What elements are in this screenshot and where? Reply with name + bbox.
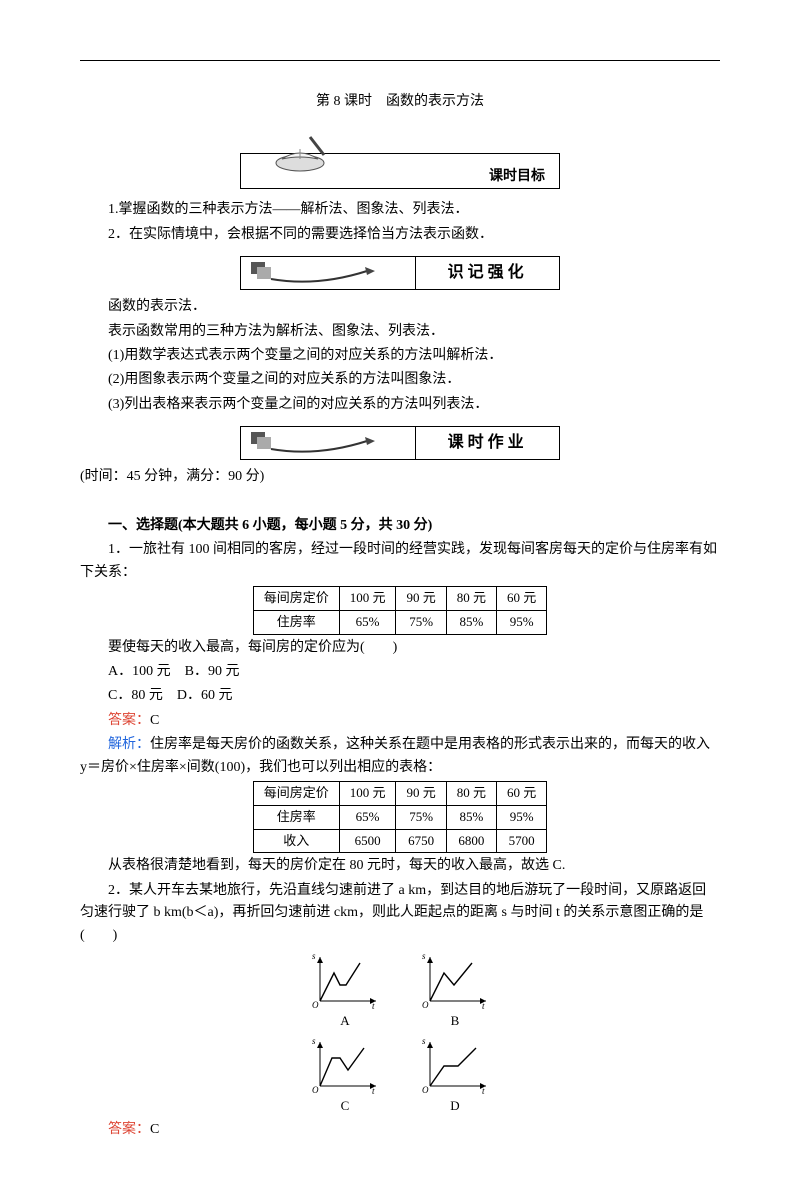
table-row: 收入 6500 6750 6800 5700: [253, 829, 547, 853]
q1-table: 每间房定价 100 元 90 元 80 元 60 元 住房率 65% 75% 8…: [253, 586, 548, 635]
svg-text:t: t: [372, 1001, 375, 1009]
svg-text:t: t: [372, 1086, 375, 1094]
q1-stem2: 要使每天的收入最高，每间房的定价应为( ): [80, 637, 720, 659]
table-row: 每间房定价 100 元 90 元 80 元 60 元: [253, 587, 547, 611]
graph-label-d: D: [420, 1096, 490, 1117]
q1-answer: C: [150, 713, 159, 728]
q2-stem: 2．某人开车去某地旅行，先沿直线匀速前进了 a km，到达目的地后游玩了一段时间…: [80, 880, 720, 947]
cell: 95%: [497, 610, 547, 634]
timing: (时间：45 分钟，满分：90 分): [80, 466, 720, 488]
homework-banner-label: 课时作业: [416, 426, 560, 460]
top-rule: [80, 60, 720, 61]
memo-2: (1)用数学表达式表示两个变量之间的对应关系的方法叫解析法．: [80, 345, 720, 367]
goal-2: 2．在实际情境中，会根据不同的需要选择恰当方法表示函数．: [80, 224, 720, 246]
q1-answer-line: 答案：C: [80, 710, 720, 732]
graph-c: s t O C: [310, 1038, 380, 1117]
0graph-b: s t O B: [420, 953, 490, 1032]
page-title: 第 8 课时 函数的表示方法: [80, 91, 720, 113]
q2-answer-line: 答案：C: [80, 1119, 720, 1141]
q1-table2: 每间房定价 100 元 90 元 80 元 60 元 住房率 65% 75% 8…: [253, 781, 548, 853]
book-pen-icon: [270, 133, 340, 173]
table-row: 每间房定价 100 元 90 元 80 元 60 元: [253, 782, 547, 806]
q2-answer: C: [150, 1122, 159, 1137]
q1-opt-cd: C．80 元 D．60 元: [80, 685, 720, 707]
analysis-label: 解析：: [108, 737, 150, 752]
memo-banner-label: 识记强化: [416, 256, 560, 290]
graph-label-c: C: [310, 1096, 380, 1117]
cell: 6800: [446, 829, 496, 853]
graph-label-a: A: [310, 1011, 380, 1032]
homework-banner: 课时作业: [240, 426, 560, 460]
q1-analysis-text1: 住房率是每天房价的函数关系，这种关系在题中是用表格的形式表示出来的，而每天的收入…: [80, 737, 710, 774]
svg-text:s: s: [422, 953, 426, 961]
graph-label-b: B: [420, 1011, 490, 1032]
answer-label: 答案：: [108, 1122, 150, 1137]
homework-banner-icon-box: [240, 426, 416, 460]
cell: 6750: [396, 829, 446, 853]
table-row: 住房率 65% 75% 85% 95%: [253, 610, 547, 634]
graph-d: s t O D: [420, 1038, 490, 1117]
cell: 100 元: [339, 587, 396, 611]
cell: 80 元: [446, 782, 496, 806]
cell: 60 元: [497, 587, 547, 611]
cell: 60 元: [497, 782, 547, 806]
svg-text:O: O: [312, 1085, 319, 1094]
memo-0: 函数的表示法．: [80, 296, 720, 318]
cell: 收入: [253, 829, 339, 853]
cell: 每间房定价: [253, 587, 339, 611]
cell: 75%: [396, 805, 446, 829]
cell: 85%: [446, 805, 496, 829]
svg-text:s: s: [312, 953, 316, 961]
cell: 6500: [339, 829, 396, 853]
q1-analysis-1: 解析：住房率是每天房价的函数关系，这种关系在题中是用表格的形式表示出来的，而每天…: [80, 734, 720, 779]
cell: 住房率: [253, 805, 339, 829]
memo-1: 表示函数常用的三种方法为解析法、图象法、列表法．: [80, 321, 720, 343]
svg-text:O: O: [422, 1000, 429, 1009]
cell: 5700: [497, 829, 547, 853]
svg-text:O: O: [312, 1000, 319, 1009]
table-row: 住房率 65% 75% 85% 95%: [253, 805, 547, 829]
q1-opt-ab: A．100 元 B．90 元: [80, 661, 720, 683]
cell: 80 元: [446, 587, 496, 611]
cell: 100 元: [339, 782, 396, 806]
q2-graph-row-1: s t O A s t O B: [80, 953, 720, 1032]
svg-text:O: O: [422, 1085, 429, 1094]
q1-analysis-2: 从表格很清楚地看到，每天的房价定在 80 元时，每天的收入最高，故选 C.: [80, 855, 720, 877]
cell: 90 元: [396, 587, 446, 611]
svg-text:t: t: [482, 1001, 485, 1009]
goal-1: 1.掌握函数的三种表示方法——解析法、图象法、列表法．: [80, 199, 720, 221]
memo-4: (3)列出表格来表示两个变量之间的对应关系的方法叫列表法．: [80, 394, 720, 416]
q1-stem1: 1．一旅社有 100 间相同的客房，经过一段时间的经营实践，发现每间客房每天的定…: [80, 539, 720, 584]
memo-banner: 识记强化: [240, 256, 560, 290]
goal-banner: 课时目标: [240, 133, 560, 193]
q2-graph-row-2: s t O C s t O D: [80, 1038, 720, 1117]
svg-text:s: s: [422, 1038, 426, 1046]
cell: 65%: [339, 805, 396, 829]
cell: 65%: [339, 610, 396, 634]
graph-a: s t O A: [310, 953, 380, 1032]
cell: 住房率: [253, 610, 339, 634]
cell: 90 元: [396, 782, 446, 806]
section1-heading: 一、选择题(本大题共 6 小题，每小题 5 分，共 30 分): [80, 515, 720, 537]
cell: 85%: [446, 610, 496, 634]
memo-3: (2)用图象表示两个变量之间的对应关系的方法叫图象法．: [80, 369, 720, 391]
memo-banner-icon-box: [240, 256, 416, 290]
svg-text:t: t: [482, 1086, 485, 1094]
cell: 75%: [396, 610, 446, 634]
svg-text:s: s: [312, 1038, 316, 1046]
cell: 95%: [497, 805, 547, 829]
cell: 每间房定价: [253, 782, 339, 806]
answer-label: 答案：: [108, 713, 150, 728]
